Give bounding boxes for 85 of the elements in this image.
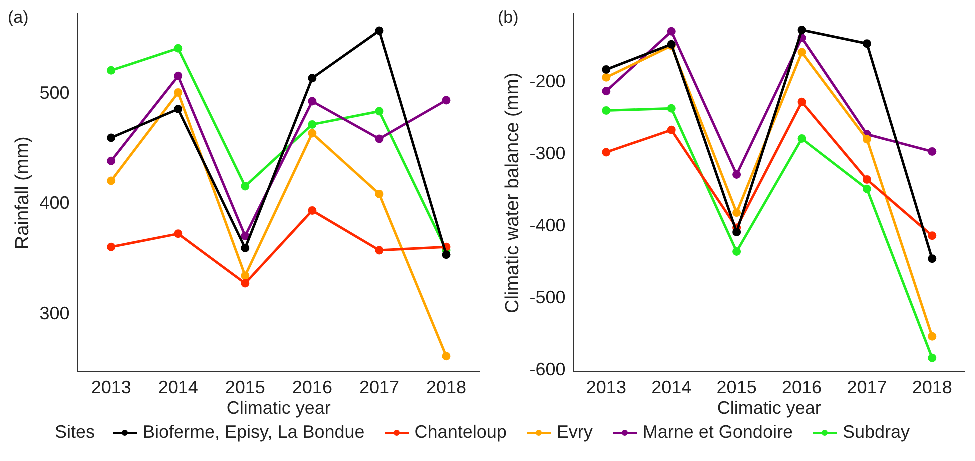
point [928,232,937,240]
y-tick-label: 500 [40,82,70,103]
point [375,134,384,144]
point [107,134,116,142]
x-tick-label: 2013 [91,378,132,398]
y-tick-label: 300 [40,303,70,324]
point [107,66,116,75]
point [667,27,676,36]
point [308,74,317,83]
point [928,148,937,156]
legend-label: Marne et Gondoire [642,422,793,443]
point [862,135,872,144]
y-tick-label: -300 [530,144,566,164]
x-tick-label: 2016 [782,378,822,398]
point [667,104,676,113]
x-tick-label: 2014 [158,378,198,398]
legend-label: Subdray [842,422,910,443]
y-tick-label: 400 [40,193,70,214]
y-tick-label: -400 [530,216,566,236]
x-tick-label: 2017 [359,378,400,398]
chart-title: (b) [498,8,519,27]
legend-label: Chanteloup [414,422,507,443]
point [602,106,611,116]
x-tick-label: 2018 [426,378,467,398]
point [107,176,116,186]
point [732,208,742,218]
legend-label: Bioferme, Episy, La Bondue [143,422,365,443]
point [928,254,937,264]
point [308,120,317,129]
y-tick-label: -600 [530,359,566,380]
point [862,176,872,184]
point [798,134,806,144]
point [602,148,611,157]
point [798,48,806,57]
point [308,129,317,138]
legend-title: Sites [54,422,95,443]
point [375,190,384,198]
chart-title: (a) [8,8,29,27]
x-tick-label: 2013 [586,378,626,398]
x-axis-title: Climatic year [226,398,331,418]
point [107,242,116,252]
x-tick-label: 2014 [652,378,692,398]
point [241,182,250,191]
y-axis-title: Rainfall (mm) [12,136,34,250]
point [241,272,250,280]
y-tick-label: -200 [530,72,566,92]
point [862,184,872,194]
point [442,250,451,260]
point [442,352,451,361]
point [308,206,317,215]
point [862,40,872,48]
point [375,107,384,116]
legend-label: Evry [556,422,593,443]
point [107,156,116,166]
point [732,170,742,180]
x-tick-label: 2017 [847,378,888,398]
point [732,247,742,256]
point [928,332,937,341]
point [798,26,806,34]
point [602,66,611,74]
point [602,87,611,96]
point [308,97,317,106]
point [241,244,250,253]
point [174,88,183,97]
y-axis-title: Climatic water balance (mm) [502,72,524,314]
point [732,228,742,237]
point [174,72,183,80]
point [241,232,250,240]
x-tick-label: 2015 [716,378,757,398]
point [375,246,384,255]
point [174,44,183,53]
point [442,96,451,105]
x-tick-label: 2016 [292,378,332,398]
point [602,73,611,82]
x-axis-title: Climatic year [717,398,822,418]
point [667,126,676,134]
x-tick-label: 2018 [912,378,952,398]
point [174,230,183,238]
y-tick-label: -500 [530,287,566,308]
point [928,354,937,362]
point [375,26,384,36]
point [798,98,806,106]
x-tick-label: 2015 [225,378,266,398]
point [241,279,250,288]
point [174,105,183,114]
